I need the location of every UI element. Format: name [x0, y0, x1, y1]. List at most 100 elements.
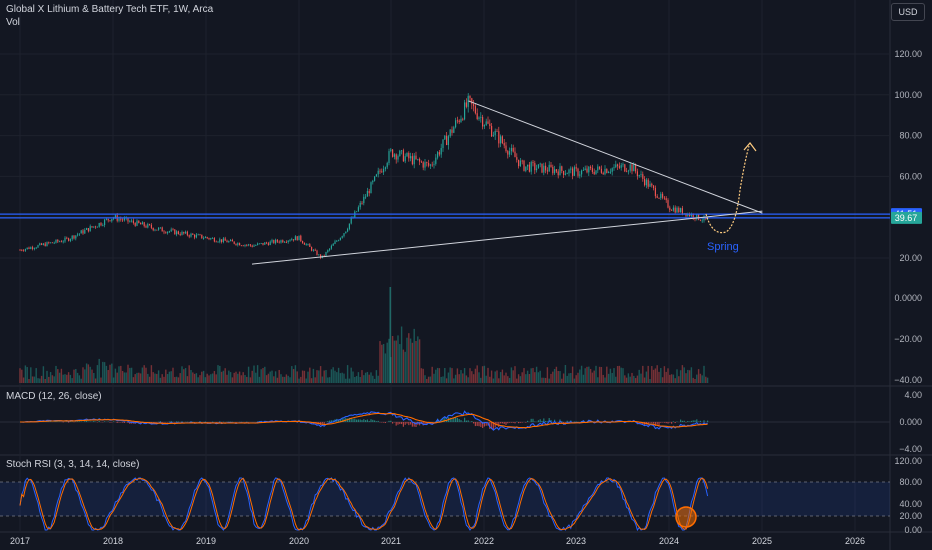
volume-bar	[289, 377, 291, 383]
volume-bar	[654, 368, 657, 383]
macd-histogram-bar	[494, 422, 496, 428]
volume-bar	[444, 367, 446, 383]
volume-bar	[24, 365, 27, 383]
candle-body	[131, 220, 133, 222]
candle-body	[68, 238, 70, 241]
candle-body	[563, 170, 565, 175]
volume-bar	[246, 376, 248, 383]
volume-bar	[172, 367, 174, 383]
volume-bar	[642, 365, 644, 383]
volume-bar	[373, 378, 376, 383]
macd-histogram-bar	[460, 420, 462, 422]
macd-histogram-bar	[476, 422, 478, 426]
candle-body	[638, 175, 640, 177]
candle-body	[512, 147, 514, 152]
macd-histogram-bar	[93, 421, 95, 422]
candle-body	[361, 202, 363, 204]
candle-body	[602, 172, 604, 175]
volume-bar	[688, 370, 691, 383]
macd-histogram-bar	[658, 422, 660, 426]
candle-body	[19, 249, 21, 251]
volume-bar	[332, 367, 334, 383]
candle-body	[226, 240, 228, 243]
candle-body	[491, 126, 493, 137]
candle-body	[366, 190, 368, 197]
volume-bar	[219, 365, 221, 383]
candle-body	[579, 174, 581, 176]
volume-bar	[694, 378, 696, 383]
currency-button[interactable]: USD	[891, 3, 925, 21]
volume-bar	[593, 370, 595, 383]
candle-body	[428, 163, 430, 166]
candle-body	[458, 120, 460, 123]
x-tick-label: 2023	[566, 536, 586, 546]
macd-histogram-bar	[546, 421, 548, 422]
volume-bar	[523, 368, 525, 383]
candle-body	[37, 245, 39, 248]
candle-body	[374, 176, 376, 181]
candle-body	[545, 165, 547, 171]
volume-bar	[165, 369, 167, 383]
candle-body	[546, 170, 548, 172]
volume-bar	[487, 367, 489, 383]
candle-body	[494, 130, 496, 136]
volume-bar	[255, 372, 257, 383]
macd-tick-label: −4.00	[899, 444, 922, 454]
volume-bar	[643, 377, 646, 383]
volume-bar	[510, 367, 513, 383]
volume-bar	[42, 366, 45, 383]
candle-body	[674, 207, 676, 213]
volume-bar	[134, 374, 136, 383]
volume-bar	[462, 373, 464, 383]
volume-bar	[26, 367, 28, 383]
candle-body	[122, 219, 124, 221]
candle-body	[109, 220, 111, 222]
volume-bar	[422, 368, 424, 383]
macd-histogram-bar	[402, 422, 404, 427]
candle-body	[681, 208, 683, 215]
candle-body	[348, 223, 350, 230]
volume-bar	[667, 368, 669, 383]
candle-body	[384, 167, 386, 169]
macd-histogram-bar	[483, 422, 485, 427]
candle-body	[456, 120, 458, 122]
x-tick-label: 2018	[103, 536, 123, 546]
candle-body	[176, 231, 178, 235]
macd-histogram-bar	[530, 418, 532, 422]
candle-body	[170, 229, 172, 232]
volume-bar	[413, 328, 415, 383]
volume-bar	[55, 365, 57, 383]
volume-bar	[391, 335, 394, 383]
volume-bar	[663, 366, 666, 383]
macd-histogram-bar	[545, 421, 547, 422]
macd-histogram-bar	[539, 419, 541, 422]
volume-bar	[294, 365, 297, 383]
candle-body	[644, 178, 646, 186]
candle-body	[372, 180, 374, 183]
candle-body	[87, 228, 89, 232]
volume-bar	[73, 369, 75, 383]
candle-body	[251, 245, 253, 247]
candle-body	[669, 207, 671, 210]
volume-bar	[202, 370, 205, 383]
macd-histogram-bar	[525, 422, 527, 423]
descending-trendline	[468, 100, 763, 214]
macd-histogram-bar	[512, 422, 514, 423]
candle-body	[415, 155, 417, 160]
volume-bar	[116, 372, 118, 383]
volume-bar	[406, 337, 408, 383]
candle-body	[305, 244, 307, 245]
volume-bar	[364, 372, 367, 383]
volume-bar	[543, 377, 545, 383]
candle-body	[627, 170, 629, 172]
candle-body	[573, 167, 575, 176]
volume-bar	[226, 374, 228, 383]
candle-body	[451, 129, 453, 133]
candle-body	[257, 243, 259, 246]
volume-bar	[699, 373, 702, 383]
volume-tick-label: 0.0000	[894, 293, 922, 303]
candle-body	[172, 229, 174, 231]
candle-body	[591, 168, 593, 172]
volume-bar	[579, 369, 581, 383]
